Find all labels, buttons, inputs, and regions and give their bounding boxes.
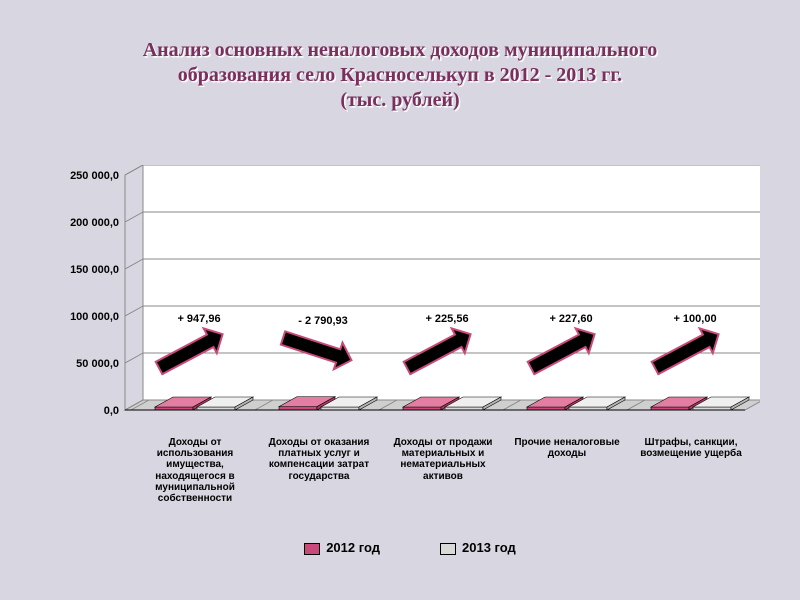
category-label: Доходы от использования имущества, наход… <box>137 437 253 504</box>
slide: { "background_color": "#d8d7e1", "title"… <box>0 0 800 600</box>
delta-label: + 225,56 <box>425 313 468 325</box>
legend-swatch <box>440 543 456 555</box>
legend-item: 2013 год <box>440 540 516 555</box>
legend-label: 2012 год <box>326 540 380 555</box>
title-line-1: Анализ основных неналоговых доходов муни… <box>0 38 800 63</box>
delta-label: + 947,96 <box>177 313 220 325</box>
svg-text:0,0: 0,0 <box>104 405 119 417</box>
delta-label: + 227,60 <box>549 313 592 325</box>
delta-label: - 2 790,93 <box>298 315 348 327</box>
title-line-3: (тыс. рублей) <box>0 88 800 113</box>
chart-area: 0,0 50 000,0 100 000,0 150 000,0 200 000,0 25… <box>60 165 760 555</box>
title-line-2: образования село Красноселькуп в 2012 - … <box>0 63 800 88</box>
legend: 2012 год 2013 год <box>60 540 760 555</box>
svg-text:250 000,0: 250 000,0 <box>70 170 119 182</box>
svg-text:50 000,0: 50 000,0 <box>76 358 119 370</box>
category-label: Доходы от оказания платных услуг и компе… <box>261 437 377 482</box>
svg-text:200 000,0: 200 000,0 <box>70 217 119 229</box>
chart-title: Анализ основных неналоговых доходов муни… <box>0 38 800 113</box>
legend-label: 2013 год <box>462 540 516 555</box>
delta-label: + 100,00 <box>673 313 716 325</box>
category-label: Прочие неналоговые доходы <box>509 437 625 459</box>
svg-text:100 000,0: 100 000,0 <box>70 311 119 323</box>
category-label: Штрафы, санкции, возмещение ущерба <box>633 437 749 459</box>
svg-text:150 000,0: 150 000,0 <box>70 264 119 276</box>
bar-chart-svg: 0,0 50 000,0 100 000,0 150 000,0 200 000,0 25… <box>60 165 760 435</box>
category-label: Доходы от продажи материальных и нематер… <box>385 437 501 482</box>
category-labels: Доходы от использования имущества, наход… <box>60 437 760 522</box>
legend-item: 2012 год <box>304 540 380 555</box>
legend-swatch <box>304 543 320 555</box>
